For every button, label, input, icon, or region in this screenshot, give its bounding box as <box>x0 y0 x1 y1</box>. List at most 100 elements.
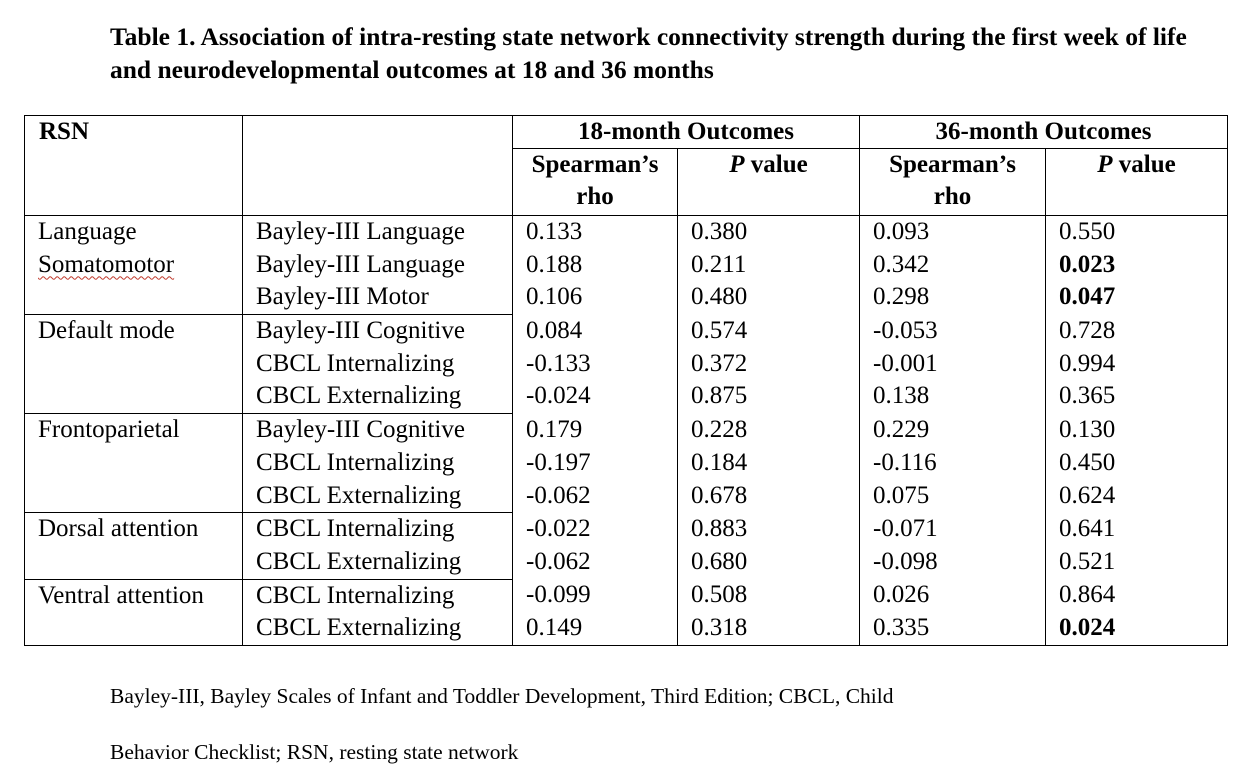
p-36-cell-text: 0.994 <box>1059 349 1116 377</box>
outcome-column-header <box>242 115 513 216</box>
rho-18-cell-text: 0.179 <box>526 415 583 443</box>
rho-18-cell-text: 0.149 <box>526 614 583 642</box>
p-label-italic: P <box>1097 151 1113 178</box>
rho-18-cell-text: -0.024 <box>526 382 591 410</box>
rho-36-cell: -0.001 <box>859 347 1046 381</box>
outcome-cell: CBCL Externalizing <box>242 545 513 580</box>
rsn-cell: Dorsal attention <box>24 512 243 546</box>
p-18-cell-text: 0.480 <box>691 283 748 311</box>
rho-label-line2: rho <box>576 183 614 210</box>
outcome-cell-text: CBCL Externalizing <box>256 481 462 509</box>
p-18-cell-text: 0.184 <box>691 448 748 476</box>
rsn-cell <box>24 612 243 646</box>
rho-36-cell: 0.335 <box>859 612 1046 646</box>
p-18-cell: 0.480 <box>677 281 860 315</box>
p-36-cell-text: 0.728 <box>1059 316 1116 344</box>
p-18-cell-text: 0.508 <box>691 581 748 609</box>
p-18-cell-text: 0.318 <box>691 614 748 642</box>
group-header-18-month: 18-month Outcomes <box>512 115 860 149</box>
p-18-cell: 0.883 <box>677 512 860 546</box>
p-18-cell-text: 0.883 <box>691 514 748 542</box>
table-title: Table 1. Association of intra-resting st… <box>110 22 1187 84</box>
rsn-cell: Language <box>24 214 243 249</box>
outcome-cell-text: CBCL Externalizing <box>256 614 462 642</box>
table-row: Dorsal attention CBCL Internalizing -0.022… <box>24 512 1228 546</box>
p-36-cell-text: 0.047 <box>1059 283 1116 311</box>
rho-18-cell: 0.106 <box>512 281 678 315</box>
p-36-cell-text: 0.550 <box>1059 218 1116 245</box>
p-18-cell: 0.680 <box>677 545 860 580</box>
p-36-cell: 0.994 <box>1045 347 1228 381</box>
p-36-cell: 0.521 <box>1045 545 1228 580</box>
rsn-cell-text: Ventral attention <box>38 581 204 609</box>
rho-36-cell-text: -0.001 <box>873 349 938 377</box>
outcome-cell: Bayley-III Language <box>242 248 513 282</box>
outcome-cell-text: CBCL Internalizing <box>256 515 455 543</box>
results-table: RSN 18-month Outcomes 36-month Outcomes … <box>24 115 1228 646</box>
rho-36-cell: 0.342 <box>859 248 1046 282</box>
outcome-cell-text: CBCL Externalizing <box>256 382 462 410</box>
p-36-cell: 0.130 <box>1045 413 1228 447</box>
outcome-cell: Bayley-III Cognitive <box>242 413 513 447</box>
rho-36-cell: -0.053 <box>859 314 1046 348</box>
rsn-cell-text: Somatomotor <box>38 250 175 278</box>
table-row: CBCL Externalizing 0.149 0.318 0.335 0.024 <box>24 612 1228 646</box>
outcome-cell-text: CBCL Externalizing <box>256 547 462 575</box>
p-18-cell: 0.184 <box>677 446 860 480</box>
rho-36-cell-text: 0.138 <box>873 382 930 410</box>
p-18-cell-text: 0.228 <box>691 415 748 443</box>
rho-18-cell: 0.149 <box>512 612 678 646</box>
table-row: Bayley-III Motor 0.106 0.480 0.298 0.047 <box>24 281 1228 315</box>
rho-36-cell: 0.026 <box>859 579 1046 613</box>
p-36-header: P value <box>1045 148 1228 216</box>
rho-label-line2: rho <box>933 183 972 210</box>
p-36-cell-text: 0.521 <box>1059 547 1116 575</box>
outcome-cell: CBCL Internalizing <box>242 347 513 381</box>
rho-36-cell-text: -0.053 <box>873 316 938 344</box>
outcome-cell: CBCL Externalizing <box>242 612 513 646</box>
rho-18-cell: 0.179 <box>512 413 678 447</box>
rho-18-cell-text: -0.099 <box>526 581 591 609</box>
p-18-cell-text: 0.380 <box>691 218 748 245</box>
rho-18-cell-text: 0.188 <box>526 250 583 278</box>
p-18-cell: 0.574 <box>677 314 860 348</box>
p-36-cell: 0.047 <box>1045 281 1228 315</box>
table-row: Somatomotor Bayley-III Language 0.188 0.211… <box>24 248 1228 282</box>
rho-18-cell: -0.197 <box>512 446 678 480</box>
outcome-cell-text: CBCL Internalizing <box>256 581 455 609</box>
header-row-columns: Spearman’s rho P value Spearman’s rho P … <box>25 148 1228 216</box>
rho-18-cell-text: 0.084 <box>526 316 583 344</box>
footnote-line-2: Behavior Checklist; RSN, resting state n… <box>110 740 519 764</box>
p-18-cell: 0.228 <box>677 413 860 447</box>
p-36-cell-text: 0.130 <box>1059 415 1116 443</box>
p-18-cell: 0.372 <box>677 347 860 381</box>
rho-18-cell: 0.084 <box>512 314 678 348</box>
rho-36-cell: 0.075 <box>859 479 1046 513</box>
rho-18-cell: -0.099 <box>512 579 678 613</box>
p-36-cell: 0.365 <box>1045 380 1228 414</box>
footnote-line-1: Bayley-III, Bayley Scales of Infant and … <box>110 684 894 708</box>
p-18-cell-text: 0.574 <box>691 316 748 344</box>
rho-18-cell: -0.022 <box>512 512 678 546</box>
p-label-italic: P <box>729 151 745 178</box>
rho-18-header: Spearman’s rho <box>512 148 678 216</box>
p-36-cell: 0.624 <box>1045 479 1228 513</box>
rho-36-cell-text: 0.298 <box>873 283 930 311</box>
footnote: Bayley-III, Bayley Scales of Infant and … <box>110 668 1060 780</box>
p-36-cell: 0.641 <box>1045 512 1228 546</box>
outcome-cell-text: Bayley-III Language <box>256 250 465 278</box>
p-18-header: P value <box>677 148 860 216</box>
p-36-cell-text: 0.864 <box>1059 581 1116 609</box>
rsn-cell: Default mode <box>24 314 243 348</box>
p-18-cell: 0.678 <box>677 479 860 513</box>
outcome-cell: Bayley-III Cognitive <box>242 314 513 348</box>
rho-label-line1: Spearman’s <box>531 151 659 178</box>
p-36-cell-text: 0.450 <box>1059 448 1116 476</box>
rsn-cell <box>24 479 243 513</box>
rho-18-cell-text: -0.133 <box>526 349 591 377</box>
rsn-cell-text: Default mode <box>38 317 175 345</box>
p-18-cell-text: 0.211 <box>691 250 747 278</box>
table-row: CBCL Externalizing -0.024 0.875 0.138 0.365 <box>24 380 1228 414</box>
outcome-cell: CBCL Externalizing <box>242 380 513 414</box>
rho-36-cell-text: 0.335 <box>873 614 930 642</box>
